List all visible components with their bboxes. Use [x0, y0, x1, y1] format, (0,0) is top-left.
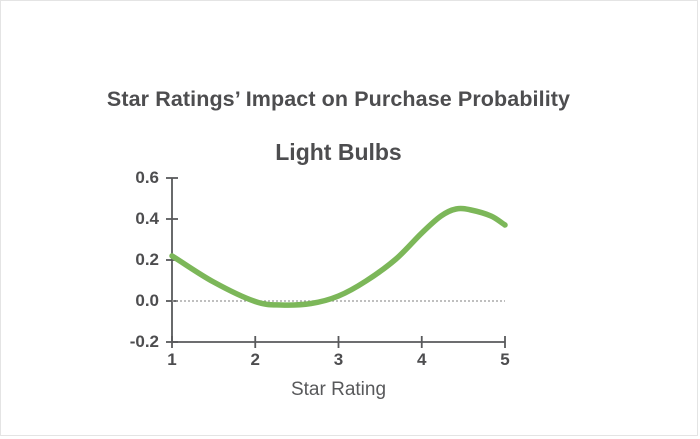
- svg-text:4: 4: [417, 350, 427, 369]
- svg-text:1: 1: [167, 350, 176, 369]
- svg-text:0.0: 0.0: [135, 291, 159, 310]
- svg-text:3: 3: [334, 350, 343, 369]
- svg-text:0.6: 0.6: [135, 168, 159, 187]
- svg-text:0.2: 0.2: [135, 250, 159, 269]
- svg-text:2: 2: [251, 350, 260, 369]
- svg-text:5: 5: [500, 350, 509, 369]
- svg-text:-0.2: -0.2: [130, 332, 159, 351]
- svg-text:0.4: 0.4: [135, 209, 159, 228]
